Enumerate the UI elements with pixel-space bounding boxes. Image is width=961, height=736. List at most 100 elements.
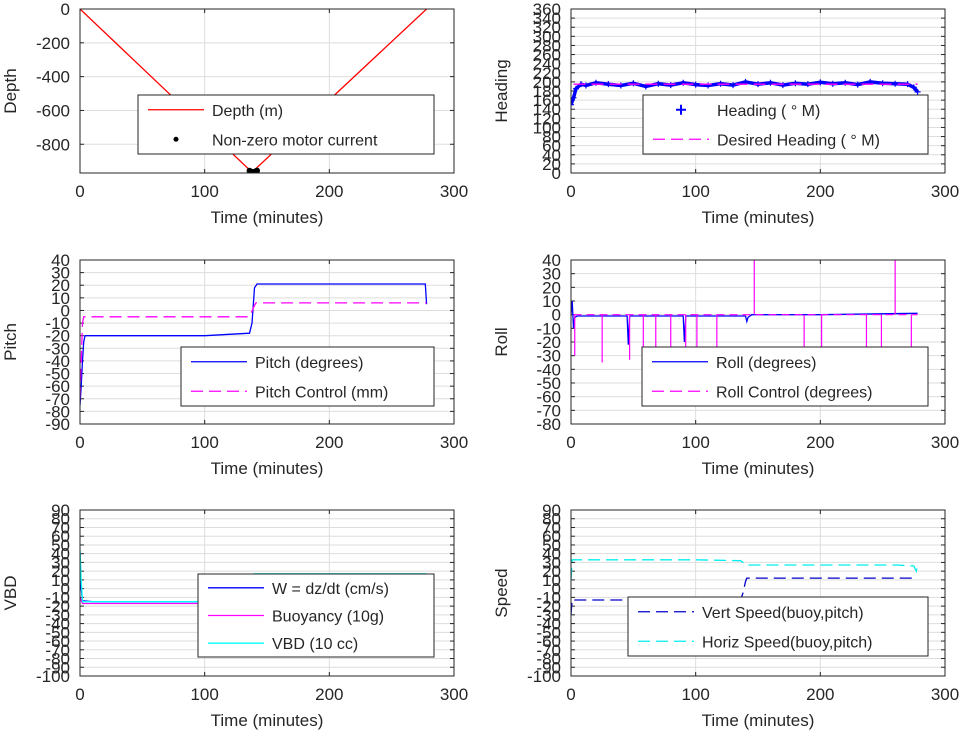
- x-tick-label: 300: [440, 433, 468, 452]
- legend-label: VBD (10 cc): [272, 636, 358, 653]
- y-tick-label: 60: [542, 527, 561, 546]
- y-tick-label: -80: [45, 650, 70, 669]
- series-heading-m-point: [854, 81, 861, 88]
- legend-label: Vert Speed(buoy,pitch): [702, 605, 864, 622]
- y-tick-label: 20: [542, 155, 561, 174]
- x-tick-label: 100: [190, 433, 218, 452]
- legend-box: [137, 94, 435, 155]
- series-layer: [80, 283, 428, 406]
- y-tick-label: -40: [536, 615, 561, 634]
- y-tick-label: 90: [542, 501, 561, 520]
- y-tick-label: -10: [536, 319, 561, 338]
- legend: Vert Speed(buoy,pitch) Horiz Speed(buoy,p…: [627, 596, 929, 657]
- y-tick-label: -50: [536, 374, 561, 393]
- y-tick-label: 0: [61, 301, 70, 320]
- series-heading-m-point: [730, 82, 737, 89]
- y-tick-label: -60: [536, 632, 561, 651]
- x-tick-label: 200: [315, 685, 343, 704]
- y-tick-label: 340: [533, 9, 561, 28]
- axes-frame: [570, 259, 946, 425]
- y-tick-label: 40: [51, 251, 70, 270]
- series-heading-m-point: [817, 79, 824, 86]
- legend: Depth (m) Non-zero motor current: [137, 94, 435, 155]
- legend-marker: [676, 104, 686, 115]
- legend-box: [642, 94, 929, 155]
- y-tick-label: -50: [45, 365, 70, 384]
- x-axis-label: Time (minutes): [211, 711, 324, 730]
- series-layer: [571, 260, 918, 363]
- legend-label: Roll Control (degrees): [716, 384, 873, 401]
- y-tick-label: 20: [51, 562, 70, 581]
- y-tick-label: 0: [552, 306, 561, 325]
- x-tick-label: 100: [190, 182, 218, 201]
- y-axis-label: Depth: [1, 68, 20, 113]
- y-tick-label: 30: [542, 265, 561, 284]
- x-axis-label: Time (minutes): [702, 711, 815, 730]
- y-tick-label: -100: [36, 667, 70, 686]
- x-tick-label: 100: [190, 685, 218, 704]
- legend-box: [627, 596, 929, 657]
- y-tick-label: -100: [527, 667, 561, 686]
- y-tick-label: 90: [51, 501, 70, 520]
- y-tick-label: 70: [542, 518, 561, 537]
- series-layer: [571, 559, 919, 615]
- y-tick-label: 10: [542, 571, 561, 590]
- y-tick-label: -70: [45, 390, 70, 409]
- y-axis-label: Heading: [492, 59, 511, 122]
- series-non-zero-motor-current-point: [254, 167, 261, 173]
- x-tick-label: 300: [440, 182, 468, 201]
- x-tick-label: 0: [75, 685, 84, 704]
- y-tick-label: 140: [533, 100, 561, 119]
- y-tick-label: 60: [51, 527, 70, 546]
- y-tick-label: -30: [536, 606, 561, 625]
- series-heading-m-point: [572, 85, 579, 92]
- y-tick-label: -400: [36, 68, 70, 87]
- y-tick-label: -200: [36, 34, 70, 53]
- legend-label: Depth (m): [212, 103, 283, 120]
- y-tick-label: -80: [536, 415, 561, 434]
- chart-heading: 0 100 200 300020406080100120140160180200220…: [492, 0, 959, 227]
- y-tick-label: 160: [533, 91, 561, 110]
- series-heading-m-point: [617, 82, 624, 89]
- y-tick-label: 50: [51, 536, 70, 555]
- y-tick-label: -10: [536, 588, 561, 607]
- y-tick-label: 10: [51, 571, 70, 590]
- x-axis-label: Time (minutes): [702, 459, 815, 478]
- y-tick-label: -20: [536, 333, 561, 352]
- series-heading-m-point: [792, 80, 799, 87]
- series-heading-m-point: [692, 81, 699, 88]
- y-tick-label: 30: [542, 553, 561, 572]
- legend: W = dz/dt (cm/s) Buoyancy (10g) VBD (10 cc…: [197, 573, 435, 658]
- y-tick-label: 0: [61, 580, 70, 599]
- legend-label: W = dz/dt (cm/s): [272, 581, 389, 598]
- y-tick-label: -80: [536, 650, 561, 669]
- y-tick-label: 40: [542, 146, 561, 165]
- axes-frame: [570, 8, 946, 174]
- x-axis-label: Time (minutes): [211, 208, 324, 227]
- y-tick-label: -70: [536, 641, 561, 660]
- y-tick-label: -60: [45, 632, 70, 651]
- y-tick-label: 40: [542, 251, 561, 270]
- series-horiz-speed-buoy-pitch: [571, 559, 919, 580]
- y-tick-label: 200: [533, 73, 561, 92]
- y-tick-label: 80: [542, 128, 561, 147]
- axes-frame: [79, 509, 455, 677]
- y-tick-label: 220: [533, 64, 561, 83]
- legend: Pitch (degrees) Pitch Control (mm): [180, 346, 435, 407]
- legend: Heading ( ° M) Desired Heading ( ° M): [642, 94, 929, 155]
- y-tick-label: -30: [45, 606, 70, 625]
- legend-label: Buoyancy (10g): [272, 609, 384, 626]
- y-tick-label: 80: [51, 510, 70, 529]
- legend-marker: [173, 136, 179, 142]
- y-tick-label: -50: [45, 623, 70, 642]
- x-tick-label: 100: [681, 433, 709, 452]
- x-tick-label: 200: [315, 433, 343, 452]
- x-tick-label: 100: [681, 685, 709, 704]
- series-heading-m-point: [630, 80, 637, 87]
- y-tick-label: 10: [51, 289, 70, 308]
- y-tick-label: 260: [533, 46, 561, 65]
- y-tick-label: -90: [45, 415, 70, 434]
- y-tick-label: 70: [51, 518, 70, 537]
- series-heading-m-point: [582, 82, 589, 89]
